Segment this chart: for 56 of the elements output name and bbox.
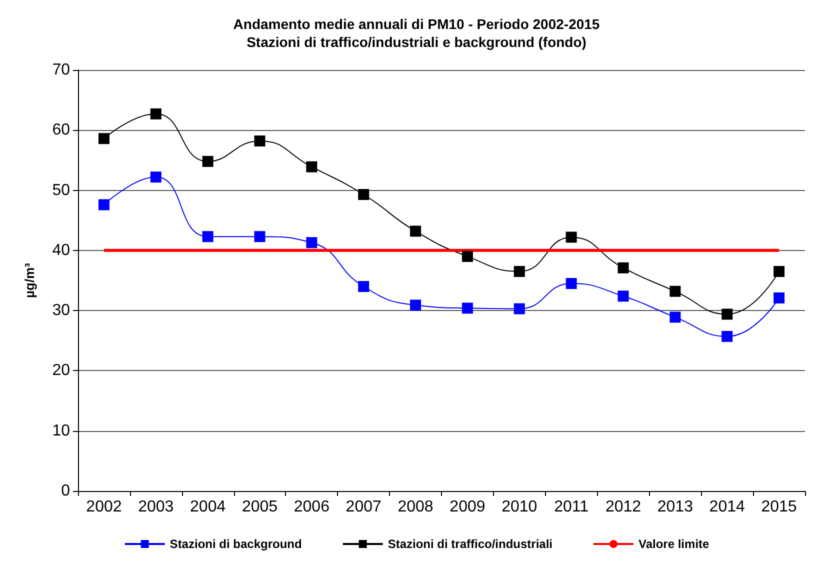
point xyxy=(774,266,785,277)
point xyxy=(98,133,110,144)
y-tick-label: 0 xyxy=(61,482,70,500)
x-tick-label: 2006 xyxy=(294,498,330,516)
x-tick-label: 2007 xyxy=(346,498,382,516)
legend-label: Valore limite xyxy=(638,537,710,551)
point xyxy=(722,330,733,342)
y-tick-label: 30 xyxy=(52,302,70,320)
point xyxy=(254,135,266,146)
y-tick-label: 60 xyxy=(52,122,70,139)
point xyxy=(358,281,370,292)
point xyxy=(722,308,733,320)
point xyxy=(410,226,422,237)
y-tick-label: 40 xyxy=(52,242,70,259)
point xyxy=(566,278,577,290)
point xyxy=(774,292,785,304)
point xyxy=(306,237,318,248)
point xyxy=(462,250,473,262)
legend-label: Stazioni di background xyxy=(170,537,302,551)
x-tick-label: 2011 xyxy=(554,498,589,516)
point xyxy=(670,286,681,297)
point xyxy=(150,108,162,120)
point xyxy=(254,231,266,242)
point xyxy=(514,303,525,314)
legend-label: Stazioni di traffico/industriali xyxy=(388,537,552,551)
y-tick-label: 50 xyxy=(52,182,70,199)
chart-title: Andamento medie annuali di PM10 - Periodo 2002-2015 xyxy=(233,16,600,32)
x-tick-label: 2014 xyxy=(709,498,746,516)
x-tick-label: 2010 xyxy=(502,498,538,516)
x-tick-label: 2005 xyxy=(242,498,278,516)
point xyxy=(306,161,318,172)
x-tick-label: 2015 xyxy=(761,498,797,516)
x-tick-label: 2003 xyxy=(138,498,174,516)
x-tick-label: 2002 xyxy=(86,498,122,516)
y-axis-title: µg/m³ xyxy=(22,262,37,298)
point xyxy=(410,300,422,311)
x-tick-label: 2008 xyxy=(398,498,434,516)
point xyxy=(670,312,681,323)
y-tick-label: 20 xyxy=(52,362,70,380)
point xyxy=(202,156,214,167)
point xyxy=(358,188,370,200)
point xyxy=(618,262,629,274)
y-tick-label: 10 xyxy=(52,422,70,440)
x-tick-label: 2013 xyxy=(657,498,694,516)
x-tick-label: 2012 xyxy=(605,498,642,516)
x-tick-label: 2004 xyxy=(190,498,226,516)
x-tick-label: 2009 xyxy=(450,498,486,516)
point xyxy=(618,290,629,302)
chart-subtitle: Stazioni di traffico/industriali e background (fondo) xyxy=(246,34,586,50)
point xyxy=(98,199,110,210)
point xyxy=(514,266,525,277)
point xyxy=(150,172,162,183)
y-tick-label: 70 xyxy=(52,62,70,78)
point xyxy=(566,232,577,243)
point xyxy=(202,231,214,242)
point xyxy=(462,302,473,314)
